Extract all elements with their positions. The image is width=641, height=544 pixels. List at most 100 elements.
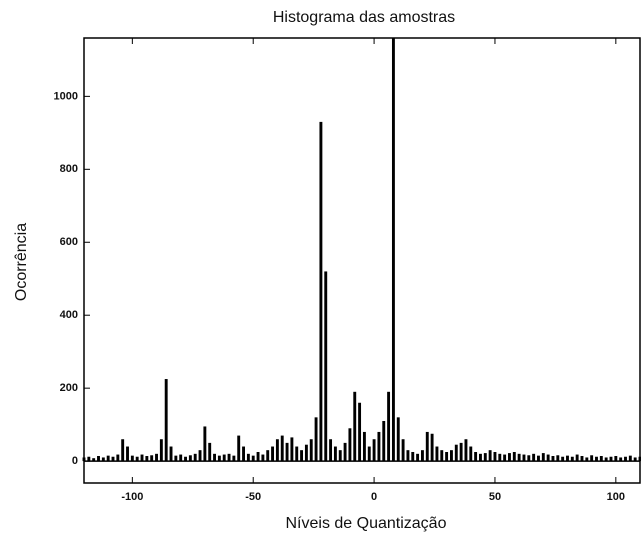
bar [454,444,458,462]
bar [638,456,641,462]
bar [595,456,598,462]
bar [575,454,579,462]
bar [140,454,144,462]
bar [512,451,516,462]
bar [541,453,545,462]
bar [338,450,342,462]
bar [213,453,216,462]
bar [203,426,207,462]
bar [256,451,260,462]
bar [242,446,245,462]
bar [87,456,91,462]
bar [619,457,623,462]
bar [488,450,492,462]
bar [479,453,482,462]
bar [469,446,473,462]
bar [179,454,183,462]
bar [295,446,299,462]
bar [445,451,449,462]
bar [440,450,444,462]
bar [246,453,250,462]
bar [130,455,134,462]
bar [406,450,410,462]
bar [517,453,521,462]
bar [319,121,323,462]
bar [155,453,158,462]
bar [358,402,362,462]
y-tick-label: 0 [72,455,78,467]
bar [300,450,304,462]
bar [537,455,540,462]
bar [387,391,391,462]
y-tick-label: 600 [60,236,78,248]
bar [309,439,313,462]
bar [227,453,231,462]
y-tick-label: 1000 [54,90,78,102]
bar [416,453,420,462]
bar [624,456,627,462]
bar [628,455,632,462]
plot-frame [83,37,641,484]
bar [145,456,149,462]
x-tick-label: 50 [489,491,501,503]
bar [508,453,511,462]
bar [570,456,574,462]
bar [401,439,405,462]
bar [116,454,120,462]
bar [372,439,376,462]
bar [198,450,202,462]
bar [464,439,468,462]
bar [261,454,265,462]
bar [580,456,584,462]
bar [285,442,289,462]
bar [222,454,226,462]
bar [391,38,395,462]
bar [377,431,381,462]
bar [271,446,275,462]
bar [232,455,236,462]
bar [609,456,613,462]
bar [599,456,603,462]
bar [449,450,453,462]
bar [251,455,255,462]
bar [92,458,96,462]
bar [411,451,415,462]
x-axis-label: Níveis de Quantização [286,515,447,532]
bar [237,435,241,462]
bar [604,457,608,462]
bar [561,456,565,462]
bar [522,454,526,462]
y-tick-label: 200 [60,382,78,394]
bar [396,417,400,462]
bar [169,446,173,462]
y-tick-label: 800 [60,163,78,175]
bar [184,456,187,462]
bar [97,456,100,462]
bar [174,455,178,462]
bar [106,455,110,462]
bar [121,439,125,462]
bar [362,431,366,462]
bar [633,457,637,462]
bar [546,454,550,462]
x-tick-label: -100 [121,491,143,503]
bar [483,453,487,462]
bar [585,457,589,462]
bar [527,455,531,462]
bar [590,455,594,462]
bar [566,455,569,462]
bar [430,433,434,462]
bar [498,453,502,462]
bar [367,446,371,462]
bar [217,455,221,462]
bar [101,457,105,462]
bar [208,442,212,462]
bar [135,456,139,462]
bar [333,446,337,462]
bar [493,451,497,462]
bar [126,446,129,462]
bar [304,444,308,462]
x-tick-label: 100 [607,491,625,503]
bar [474,451,478,462]
bar [556,455,560,462]
